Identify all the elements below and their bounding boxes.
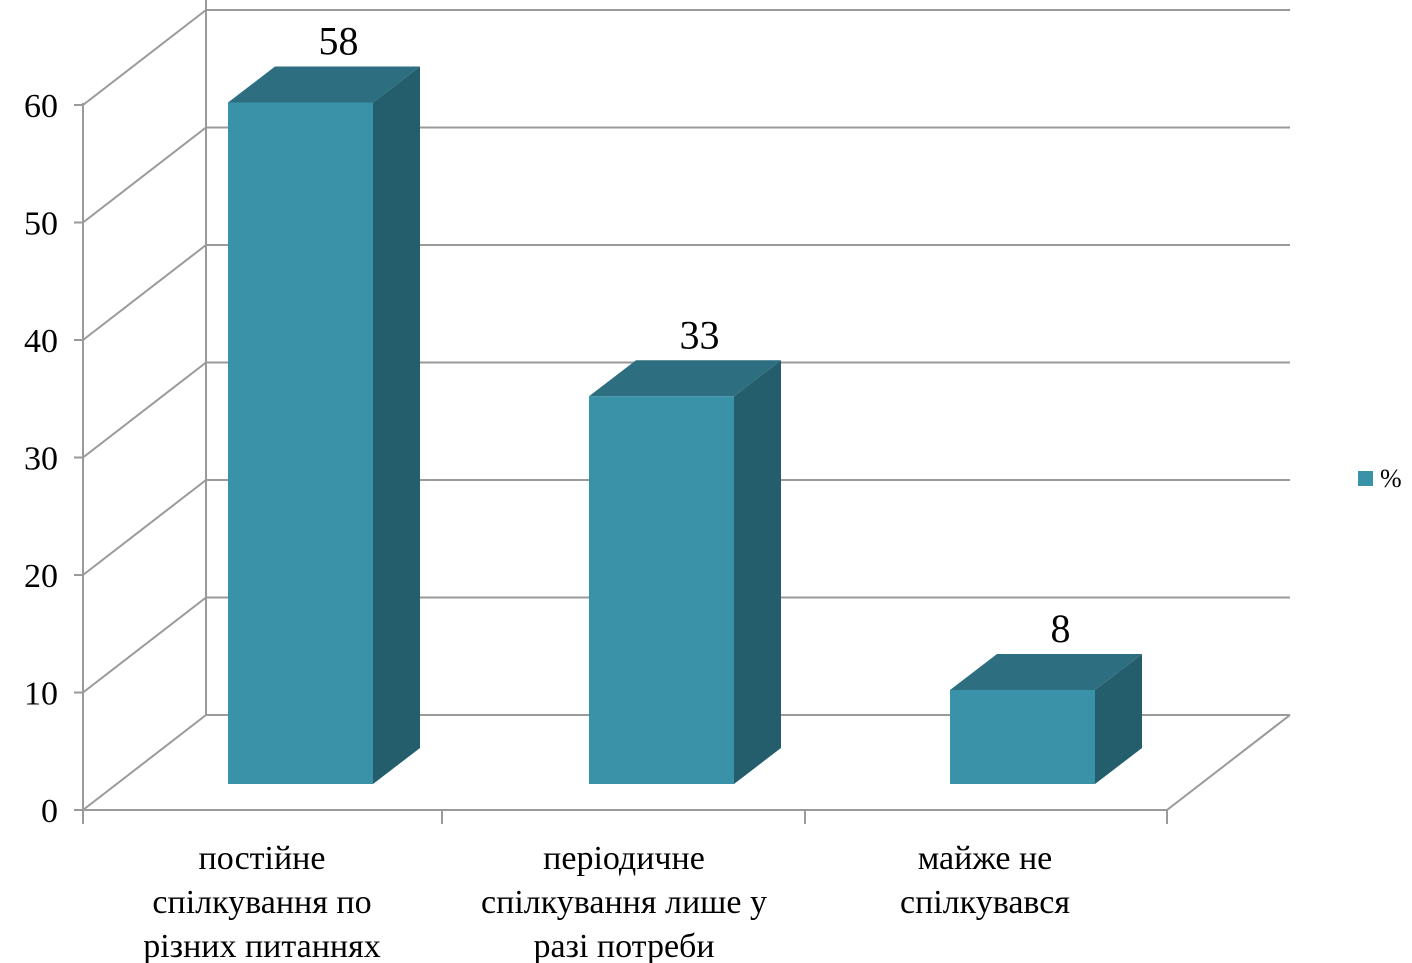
data-label: 8	[1051, 606, 1071, 651]
y-tick-label: 30	[24, 441, 58, 478]
y-tick-label: 20	[24, 558, 58, 595]
category-label-line: спілкування лише у	[481, 884, 767, 921]
y-tick-label: 60	[24, 88, 58, 125]
category-label-line: майже не	[918, 840, 1053, 877]
side-gridline	[82, 361, 207, 459]
bar-front-face	[950, 690, 1095, 784]
side-gridline	[82, 126, 207, 224]
side-gridline	[82, 714, 207, 811]
category-label-line: разі потреби	[533, 928, 714, 963]
bar-front-face	[228, 102, 373, 784]
axis-layer	[74, 103, 1291, 824]
data-label: 58	[319, 19, 359, 64]
category-label: постійне спілкування по різних питаннях	[143, 840, 381, 963]
bar	[950, 654, 1142, 784]
category-label-line: різних питаннях	[143, 928, 381, 963]
side-gridline	[82, 9, 207, 106]
legend-label: %	[1380, 464, 1402, 493]
bars-layer	[228, 66, 1142, 784]
side-gridline	[82, 244, 207, 341]
bar	[228, 66, 420, 784]
side-gridline	[82, 596, 207, 694]
y-tick-label: 40	[24, 323, 58, 360]
labels-layer: 0 10 20 30 40 50 60 58 33 8 постійне спілкування по…	[24, 19, 1071, 963]
bar-side-face	[1095, 654, 1142, 784]
bar-top-face	[228, 66, 420, 103]
category-label: майже не спілкувався	[900, 840, 1070, 921]
y-tick-label: 0	[41, 793, 58, 830]
legend: %	[1358, 464, 1402, 493]
bar	[589, 360, 781, 784]
bar-side-face	[734, 360, 781, 784]
bar-top-face	[950, 654, 1142, 690]
data-label: 33	[680, 312, 720, 357]
bar-side-face	[373, 66, 420, 784]
category-label-line: спілкування по	[152, 884, 371, 921]
side-gridline	[82, 479, 207, 576]
bar-top-face	[589, 360, 781, 397]
y-tick-label: 10	[24, 676, 58, 713]
category-label-line: спілкувався	[900, 884, 1070, 921]
y-tick-label: 50	[24, 206, 58, 243]
legend-swatch	[1358, 471, 1373, 486]
category-label-line: постійне	[199, 840, 326, 877]
category-label: періодичне спілкування лише у разі потреби	[481, 840, 767, 963]
bar-front-face	[589, 396, 734, 784]
floor-edge	[1166, 714, 1291, 811]
category-label-line: періодичне	[543, 840, 705, 877]
